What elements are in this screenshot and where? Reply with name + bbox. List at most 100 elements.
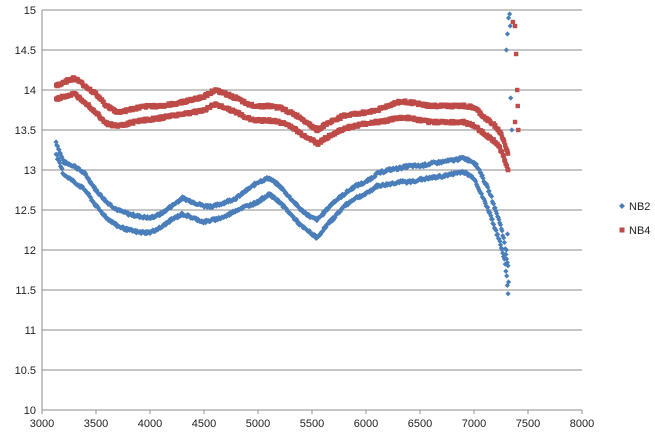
point-nb2-1178 bbox=[491, 221, 497, 228]
legend-label-nb4: NB4 bbox=[629, 225, 650, 237]
point-nb2-565 bbox=[480, 175, 486, 181]
point-nb2-892 bbox=[275, 196, 281, 203]
point-nb4-581 bbox=[493, 123, 498, 128]
y-tick-label: 13.5 bbox=[15, 125, 36, 137]
point-nb2-1193 bbox=[502, 261, 508, 267]
point-nb4-1197 bbox=[505, 167, 511, 173]
point-nb2-1174 bbox=[488, 213, 494, 219]
point-nb2-436 bbox=[383, 169, 389, 175]
x-tick-label: 3000 bbox=[30, 418, 54, 430]
point-nb4-14 bbox=[64, 80, 69, 85]
point-nb2-353 bbox=[320, 212, 326, 218]
point-nb2-290 bbox=[272, 178, 278, 185]
point-nb4-336 bbox=[307, 121, 313, 126]
y-tick-label: 13 bbox=[24, 165, 36, 177]
y-tick-label: 10 bbox=[24, 405, 36, 417]
point-nb4-1200 bbox=[513, 51, 519, 57]
point-nb2-1176 bbox=[489, 216, 495, 222]
point-nb2-416 bbox=[367, 177, 374, 183]
point-nb4-1186 bbox=[497, 144, 503, 150]
point-nb2-1192 bbox=[501, 256, 507, 262]
x-tick-label: 7500 bbox=[516, 418, 540, 430]
point-nb4-1178 bbox=[491, 137, 496, 142]
point-nb2-1173 bbox=[487, 210, 493, 216]
point-nb2-422 bbox=[372, 174, 378, 180]
point-nb2-1201 bbox=[507, 11, 513, 17]
point-nb2-412 bbox=[364, 179, 371, 185]
point-nb4-597 bbox=[505, 148, 510, 154]
point-nb4-35 bbox=[80, 81, 85, 86]
point-nb2-1186 bbox=[497, 238, 503, 244]
y-tick-label: 14.5 bbox=[15, 45, 36, 57]
y-tick-label: 15 bbox=[24, 5, 36, 17]
point-nb2-576 bbox=[489, 193, 495, 200]
point-nb2-507 bbox=[436, 160, 442, 167]
y-tick-label: 12 bbox=[24, 245, 36, 257]
point-nb2-1190 bbox=[500, 250, 506, 256]
x-tick-label: 5500 bbox=[300, 418, 324, 430]
point-nb4-672 bbox=[109, 121, 114, 126]
point-nb2-319 bbox=[294, 202, 300, 208]
point-nb2-64 bbox=[101, 195, 107, 202]
point-nb4-1201 bbox=[515, 87, 520, 93]
point-nb4-354 bbox=[321, 124, 326, 129]
point-nb2-560 bbox=[476, 167, 483, 173]
point-nb2-909 bbox=[287, 210, 293, 216]
point-nb2-642 bbox=[86, 190, 92, 197]
point-nb2-977 bbox=[339, 206, 345, 212]
x-tick-label: 8000 bbox=[570, 418, 594, 430]
point-nb2-884 bbox=[269, 192, 275, 198]
point-nb2-485 bbox=[420, 161, 426, 168]
point-nb4-642 bbox=[86, 102, 91, 107]
y-tick-label: 11.5 bbox=[15, 285, 36, 297]
x-tick-label: 6500 bbox=[408, 418, 432, 430]
legend: NB2 NB4 bbox=[619, 201, 650, 237]
point-nb4-585 bbox=[496, 126, 501, 132]
point-nb4-1183 bbox=[495, 141, 500, 147]
point-nb4-923 bbox=[298, 130, 304, 136]
point-nb2-653 bbox=[94, 202, 100, 209]
point-nb2-297 bbox=[277, 183, 284, 189]
legend-item-nb4: NB4 bbox=[619, 225, 650, 237]
point-nb2-564 bbox=[479, 172, 485, 179]
x-tick-label: 5000 bbox=[246, 418, 270, 430]
series-nb4 bbox=[53, 19, 521, 173]
point-nb4-798 bbox=[204, 107, 209, 112]
point-nb4-1191 bbox=[501, 153, 506, 159]
point-nb4-45 bbox=[87, 86, 93, 92]
legend-marker-nb4 bbox=[619, 227, 625, 233]
point-nb4-589 bbox=[499, 131, 504, 137]
point-nb2-1200 bbox=[505, 15, 512, 21]
point-nb2-1202 bbox=[507, 23, 513, 29]
point-nb2-590 bbox=[499, 228, 505, 234]
point-nb4-1199 bbox=[512, 23, 518, 29]
point-nb2-1197 bbox=[505, 291, 511, 297]
point-nb2-1204 bbox=[509, 127, 515, 133]
point-nb2-593 bbox=[501, 239, 508, 246]
point-nb2-1171 bbox=[485, 208, 492, 214]
x-tick-label: 4500 bbox=[192, 418, 216, 430]
point-nb4-598 bbox=[505, 151, 511, 156]
point-nb2-867 bbox=[255, 199, 262, 206]
series-nb2 bbox=[53, 11, 515, 297]
x-tick-label: 3500 bbox=[84, 418, 108, 430]
point-nb2-1191 bbox=[500, 253, 507, 260]
gridlines bbox=[42, 9, 582, 411]
point-nb2-588 bbox=[497, 222, 504, 228]
point-nb4-1193 bbox=[502, 159, 508, 164]
point-nb2-906 bbox=[285, 208, 291, 214]
point-nb2-579 bbox=[491, 201, 497, 207]
point-nb2-570 bbox=[484, 182, 490, 189]
point-nb2-545 bbox=[465, 156, 471, 162]
point-nb2-573 bbox=[486, 188, 492, 194]
point-nb2-1181 bbox=[493, 227, 499, 233]
point-nb4-53 bbox=[93, 90, 99, 96]
point-nb4-196 bbox=[202, 95, 207, 100]
y-tick-label: 11 bbox=[25, 325, 36, 337]
legend-marker-nb2 bbox=[619, 203, 625, 209]
point-nb2-645 bbox=[88, 195, 94, 201]
point-nb2-664 bbox=[102, 213, 108, 219]
point-nb2-345 bbox=[314, 217, 320, 224]
point-nb4-593 bbox=[502, 139, 507, 145]
